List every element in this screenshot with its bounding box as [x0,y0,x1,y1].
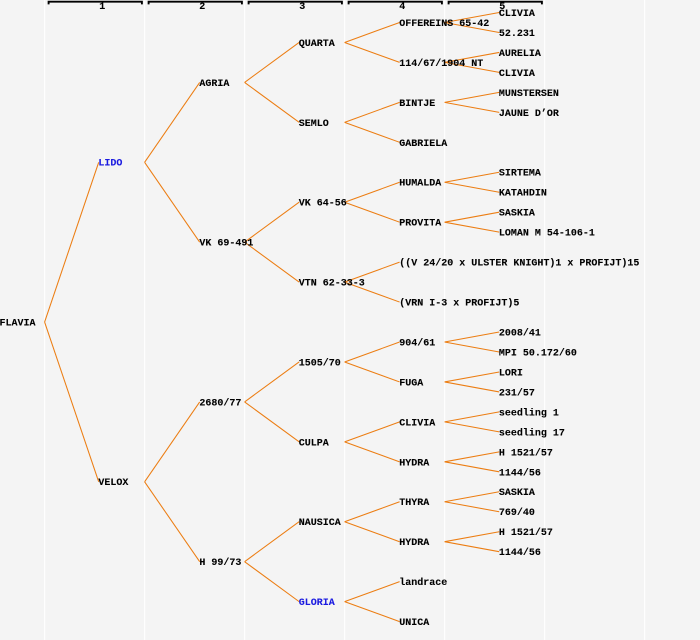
svg-text:GLORIA: GLORIA [299,598,335,609]
svg-text:1: 1 [99,2,105,13]
svg-text:SIRTEMA: SIRTEMA [499,169,541,180]
svg-text:PROVITA: PROVITA [399,219,441,230]
svg-text:THYRA: THYRA [399,498,429,509]
svg-text:LOMAN M 54-106-1: LOMAN M 54-106-1 [499,229,595,240]
svg-text:769/40: 769/40 [499,507,535,519]
svg-text:2680/77: 2680/77 [199,397,241,409]
svg-text:MPI 50.172/60: MPI 50.172/60 [499,347,577,359]
svg-text:SASKIA: SASKIA [499,209,535,220]
svg-text:H 99/73: H 99/73 [199,557,241,569]
svg-text:5: 5 [499,2,505,13]
svg-text:2008/41: 2008/41 [499,327,541,339]
svg-text:seedling 1: seedling 1 [499,407,559,419]
svg-text:LORI: LORI [499,368,523,379]
svg-text:114/67/1904 NT: 114/67/1904 NT [399,58,483,70]
svg-text:1505/70: 1505/70 [299,357,341,369]
svg-text:H 1521/57: H 1521/57 [499,447,553,459]
svg-text:LIDO: LIDO [98,159,122,170]
svg-text:FLAVIA: FLAVIA [0,318,36,329]
svg-text:1144/56: 1144/56 [499,547,541,559]
svg-text:1144/56: 1144/56 [499,467,541,479]
svg-text:CLIVIA: CLIVIA [499,9,535,20]
svg-text:VELOX: VELOX [98,478,128,489]
svg-text:4: 4 [399,2,405,13]
svg-text:2: 2 [199,2,205,13]
svg-text:CLIVIA: CLIVIA [399,418,435,429]
svg-text:OFFEREINS 65-42: OFFEREINS 65-42 [399,19,489,30]
svg-text:FUGA: FUGA [399,378,423,389]
svg-text:landrace: landrace [399,577,447,589]
svg-text:(VRN I-3 x PROFIJT)5: (VRN I-3 x PROFIJT)5 [399,298,519,310]
svg-text:SEMLO: SEMLO [299,119,329,130]
svg-text:HYDRA: HYDRA [399,538,429,549]
svg-text:NAUSICA: NAUSICA [299,518,341,529]
svg-text:CLIVIA: CLIVIA [499,69,535,80]
svg-text:KATAHDIN: KATAHDIN [499,189,547,200]
svg-text:HYDRA: HYDRA [399,458,429,469]
svg-text:seedling 17: seedling 17 [499,427,565,439]
svg-text:231/57: 231/57 [499,387,535,399]
svg-text:AGRIA: AGRIA [199,79,229,90]
svg-text:VTN 62-33-3: VTN 62-33-3 [299,279,365,290]
svg-text:UNICA: UNICA [399,618,429,629]
svg-text:AURELIA: AURELIA [499,49,541,60]
svg-text:VK 64-56: VK 64-56 [299,199,347,210]
svg-text:H 1521/57: H 1521/57 [499,527,553,539]
svg-text:CULPA: CULPA [299,438,329,449]
svg-text:3: 3 [299,2,305,13]
svg-text:QUARTA: QUARTA [299,39,335,50]
svg-text:904/61: 904/61 [399,337,435,349]
svg-text:VK 69-491: VK 69-491 [199,239,253,250]
svg-text:HUMALDA: HUMALDA [399,179,441,190]
svg-text:GABRIELA: GABRIELA [399,139,447,150]
svg-text:MUNSTERSEN: MUNSTERSEN [499,89,559,100]
svg-text:52.231: 52.231 [499,29,535,40]
svg-text:BINTJE: BINTJE [399,99,435,110]
svg-text:SASKIA: SASKIA [499,488,535,499]
svg-text:((V 24/20 x ULSTER KNIGHT)1 x: ((V 24/20 x ULSTER KNIGHT)1 x PROFIJT)15 [399,258,639,270]
svg-text:JAUNE D’OR: JAUNE D’OR [499,108,559,120]
